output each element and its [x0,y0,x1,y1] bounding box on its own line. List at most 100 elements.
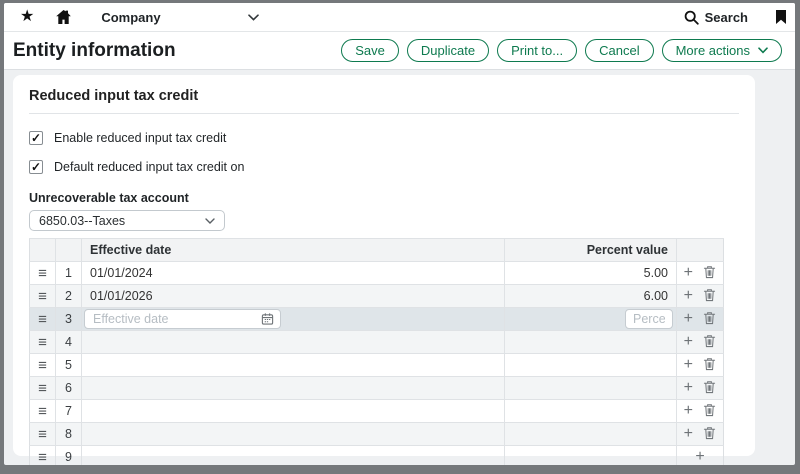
add-row-icon[interactable]: + [683,356,693,373]
drag-handle-icon[interactable]: ≡ [38,287,47,305]
page-body: Reduced input tax credit ✓ Enable reduce… [4,70,795,465]
top-nav-bar: ★ Company Search [4,3,795,32]
table-row-4: ≡ 4 + [29,330,724,354]
drag-handle-icon[interactable]: ≡ [38,333,47,351]
effective-date-cell[interactable]: 01/01/2026 [81,284,505,308]
duplicate-button[interactable]: Duplicate [406,39,490,62]
effective-date-column-header: Effective date [81,238,505,262]
effective-date-cell[interactable] [81,376,505,400]
effective-date-cell[interactable] [81,353,505,377]
company-menu-label: Company [101,9,161,25]
row-number: 7 [55,399,82,423]
add-row-icon[interactable]: + [683,264,693,281]
add-row-icon[interactable]: + [683,333,693,350]
actions-column-header [676,238,724,262]
more-actions-label: More actions [675,43,750,58]
drag-handle-icon[interactable]: ≡ [38,310,47,328]
table-row-6: ≡ 6 + [29,376,724,400]
delete-row-icon[interactable] [703,380,716,397]
home-icon[interactable] [55,9,72,25]
drag-handle-icon[interactable]: ≡ [38,356,47,374]
row-number: 5 [55,353,82,377]
effective-date-cell[interactable] [81,422,505,446]
effective-date-cell[interactable]: 01/01/2024 [81,261,505,285]
percent-value-cell[interactable] [504,445,677,465]
default-ritc-label: Default reduced input tax credit on [54,160,245,174]
page-title: Entity information [13,39,176,61]
add-row-icon[interactable]: + [683,310,693,327]
table-header-row: Effective date Percent value [29,238,724,262]
add-row-icon[interactable]: + [695,448,705,465]
default-ritc-checkbox[interactable]: ✓ [29,160,43,174]
section-title: Reduced input tax credit [29,84,739,114]
add-row-icon[interactable]: + [683,287,693,304]
percent-value-cell[interactable] [504,376,677,400]
row-number: 9 [55,445,82,465]
delete-row-icon[interactable] [703,288,716,305]
print-to-button[interactable]: Print to... [497,39,578,62]
enable-ritc-row: ✓ Enable reduced input tax credit [29,131,739,145]
table-row-1: ≡ 1 01/01/2024 5.00 + [29,261,724,285]
row-number: 8 [55,422,82,446]
effective-date-cell[interactable] [81,330,505,354]
effective-date-cell[interactable] [81,399,505,423]
table-row-7: ≡ 7 + [29,399,724,423]
save-button[interactable]: Save [341,39,399,62]
percent-value-cell[interactable]: 6.00 [504,284,677,308]
percent-value-cell[interactable] [504,399,677,423]
chevron-down-icon [205,217,215,224]
chevron-down-icon [758,47,768,54]
selected-account-value: 6850.03--Taxes [39,213,126,228]
drag-handle-icon[interactable]: ≡ [38,402,47,420]
page-header: Entity information Save Duplicate Print … [4,32,795,70]
drag-handle-icon[interactable]: ≡ [38,448,47,465]
delete-row-icon[interactable] [703,403,716,420]
table-row-8: ≡ 8 + [29,422,724,446]
delete-row-icon[interactable] [703,426,716,443]
company-menu[interactable]: Company [101,9,260,25]
row-number: 2 [55,284,82,308]
cancel-button[interactable]: Cancel [585,39,654,62]
delete-row-icon[interactable] [703,265,716,282]
ritc-rates-table: Effective date Percent value ≡ 1 01/01/2… [29,238,724,465]
search-icon [684,10,699,25]
add-row-icon[interactable]: + [683,402,693,419]
add-row-icon[interactable]: + [683,379,693,396]
delete-row-icon[interactable] [703,334,716,351]
drag-column-header [29,238,56,262]
percent-value-cell[interactable]: 5.00 [504,261,677,285]
percent-value-cell[interactable] [504,422,677,446]
delete-row-icon[interactable] [703,311,716,328]
delete-row-icon[interactable] [703,357,716,374]
percent-value-column-header: Percent value [504,238,677,262]
favorites-star-icon[interactable]: ★ [20,8,35,25]
search-button[interactable]: Search [684,10,748,25]
drag-handle-icon[interactable]: ≡ [38,425,47,443]
unrecoverable-tax-account-label: Unrecoverable tax account [29,191,189,205]
more-actions-button[interactable]: More actions [661,39,782,62]
chevron-down-icon [248,13,260,21]
enable-ritc-checkbox[interactable]: ✓ [29,131,43,145]
action-buttons: Save Duplicate Print to... Cancel More a… [341,39,782,62]
percent-value-cell[interactable] [504,330,677,354]
bookmark-icon[interactable] [775,9,787,25]
table-row-5: ≡ 5 + [29,353,724,377]
calendar-icon[interactable] [261,312,274,326]
add-row-icon[interactable]: + [683,425,693,442]
number-column-header [55,238,82,262]
drag-handle-icon[interactable]: ≡ [38,379,47,397]
effective-date-cell[interactable] [81,445,505,465]
entity-form-card: Reduced input tax credit ✓ Enable reduce… [13,75,755,465]
effective-date-input[interactable] [84,309,281,329]
default-ritc-row: ✓ Default reduced input tax credit on [29,160,739,174]
row-number: 4 [55,330,82,354]
row-number: 6 [55,376,82,400]
percent-value-cell[interactable] [504,353,677,377]
app-window: ★ Company Search Entity information Save… [4,3,795,465]
unrecoverable-tax-account-select[interactable]: 6850.03--Taxes [29,210,225,231]
table-row-9: ≡ 9 + [29,445,724,465]
drag-handle-icon[interactable]: ≡ [38,264,47,282]
percent-input[interactable] [625,309,673,329]
enable-ritc-label: Enable reduced input tax credit [54,131,227,145]
search-label: Search [704,9,748,25]
